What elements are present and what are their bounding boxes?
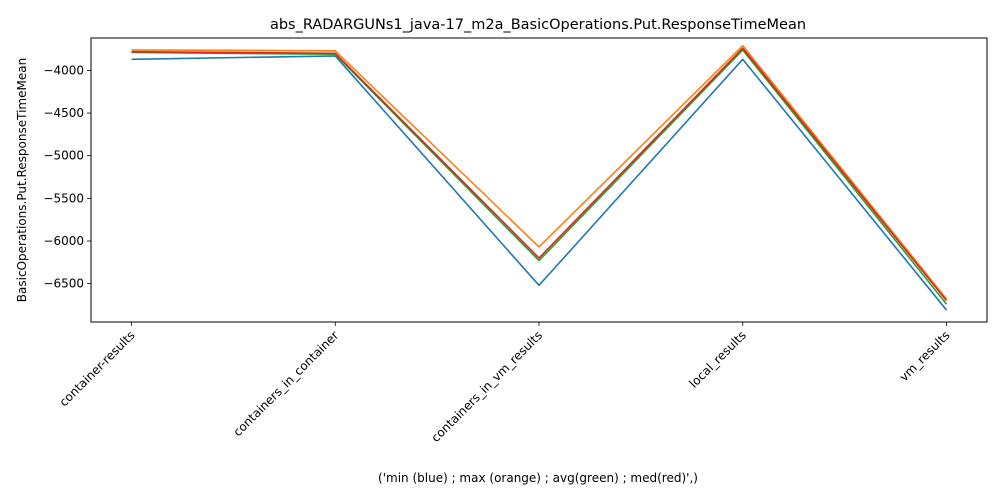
plot-frame [90,37,988,323]
y-axis: −4000 −4500 −5000 −5500 −6000 −6500 [43,63,91,291]
series-line-2 [131,49,948,305]
y-axis-label: BasicOperations.Put.ResponseTimeMean [15,58,29,302]
x-tick-label: containers_in_container [230,328,341,439]
x-tick-label: container-results [57,328,138,409]
y-tick-label: −6000 [43,234,84,248]
chart-title: abs_RADARGUNs1_java-17_m2a_BasicOperatio… [270,17,806,33]
y-tick-label: −4000 [43,63,84,77]
x-axis-label: ('min (blue) ; max (orange) ; avg(green)… [378,471,698,485]
series-line-0 [131,55,948,311]
series-line-1 [131,44,948,300]
y-tick-label: −6500 [43,277,84,291]
y-tick-label: −5000 [43,149,84,163]
y-tick-label: −4500 [43,106,84,120]
x-tick-label: local_results [687,328,749,390]
series-lines [131,44,948,311]
y-tick-label: −5500 [43,191,84,205]
x-tick-label: vm_results [897,328,953,384]
series-line-3 [131,47,948,302]
x-axis: container-results containers_in_container… [57,322,953,445]
x-tick-label: containers_in_vm_results [428,328,545,445]
